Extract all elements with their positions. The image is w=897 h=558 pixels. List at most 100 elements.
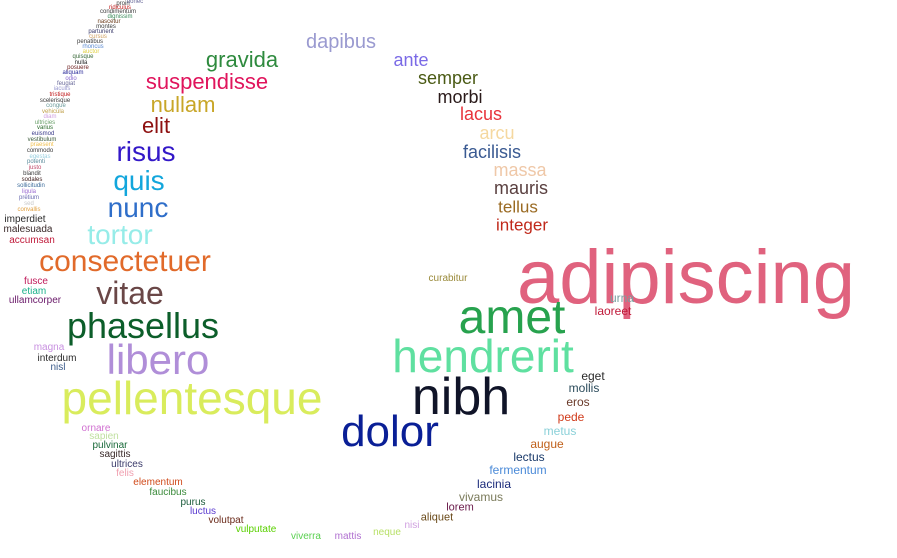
word-auctor: auctor — [82, 49, 100, 55]
word-tortor: tortor — [87, 219, 153, 250]
word-dignissim: dignissim — [107, 14, 133, 20]
word-consectetuer: consectetuer — [39, 245, 211, 278]
word-semper: semper — [417, 68, 479, 88]
word-faucibus: faucibus — [149, 487, 187, 498]
word-sagittis: sagittis — [99, 449, 131, 460]
word-suspendisse: suspendisse — [145, 69, 269, 94]
word-eget: eget — [581, 369, 605, 383]
word-iaculis: iaculis — [53, 86, 71, 92]
word-magna: magna — [33, 342, 65, 353]
word-felis: felis — [116, 468, 134, 479]
word-aliquet: aliquet — [420, 511, 454, 524]
word-nulla: nulla — [74, 60, 88, 66]
word-montes: montes — [96, 24, 116, 30]
word-eros: eros — [566, 395, 590, 409]
word-integer: integer — [496, 215, 548, 235]
word-feugiat: feugiat — [56, 81, 76, 87]
word-tristique: tristique — [49, 92, 71, 98]
word-libero: libero — [106, 336, 210, 383]
word-amet: amet — [458, 291, 566, 344]
word-parturient: parturient — [88, 29, 114, 35]
word-justo: justo — [28, 165, 42, 171]
word-vivamus: vivamus — [458, 490, 504, 504]
word-quisque: quisque — [72, 54, 94, 60]
word-vehicula: vehicula — [41, 109, 65, 115]
word-potenti: potenti — [26, 159, 46, 165]
word-congue: congue — [46, 103, 66, 109]
word-ultricies: ultricies — [34, 120, 56, 126]
word-purus: purus — [180, 497, 206, 508]
word-lectus: lectus — [513, 450, 545, 464]
word-facilisis: facilisis — [462, 142, 522, 162]
word-adipiscing: adipiscing — [517, 235, 855, 320]
word-pede: pede — [557, 410, 585, 424]
word-imperdiet: imperdiet — [4, 214, 46, 225]
word-egestas: egestas — [29, 154, 51, 160]
word-posuere: posuere — [67, 65, 89, 71]
word-gravida: gravida — [205, 47, 279, 72]
word-dolor: dolor — [341, 407, 439, 456]
word-convallis: convallis — [17, 207, 41, 213]
word-pellentesque: pellentesque — [61, 372, 323, 424]
word-vitae: vitae — [96, 275, 164, 311]
word-donec: donec — [126, 0, 144, 5]
word-curabitur: curabitur — [428, 273, 468, 284]
word-pulvinar: pulvinar — [92, 440, 128, 451]
word-rhoncus: rhoncus — [82, 44, 104, 50]
word-metus: metus — [543, 424, 577, 438]
word-nascetur: nascetur — [97, 19, 121, 25]
word-scelerisque: scelerisque — [39, 98, 71, 104]
word-fusce: fusce — [24, 276, 48, 287]
word-ante: ante — [393, 50, 429, 70]
word-sapien: sapien — [89, 431, 119, 442]
word-nisi: nisi — [404, 520, 420, 531]
word-morbi: morbi — [437, 87, 483, 107]
word-proin: proin — [116, 1, 130, 7]
word-ultrices: ultrices — [111, 459, 143, 470]
word-nullam: nullam — [150, 92, 216, 117]
word-fermentum: fermentum — [489, 463, 547, 477]
word-luctus: luctus — [189, 506, 217, 517]
word-mauris: mauris — [493, 178, 549, 198]
word-lacus: lacus — [459, 104, 503, 124]
word-cursus: cursus — [89, 34, 107, 40]
word-elit: elit — [141, 113, 171, 138]
word-elementum: elementum — [133, 477, 183, 488]
word-condimentum: condimentum — [99, 9, 137, 15]
word-tellus: tellus — [498, 197, 538, 217]
word-nunc: nunc — [107, 192, 169, 223]
word-lacinia: lacinia — [476, 477, 512, 491]
word-penatibus: penatibus — [76, 39, 104, 45]
word-volutpat: volutpat — [208, 515, 244, 526]
word-accumsan: accumsan — [9, 235, 55, 246]
word-pretium: pretium — [18, 195, 40, 201]
word-quis: quis — [113, 165, 165, 196]
word-aliquam: aliquam — [62, 70, 84, 76]
word-ridiculus: ridiculus — [108, 5, 132, 11]
word-mollis: mollis — [568, 381, 600, 395]
word-neque: neque — [373, 527, 401, 538]
word-massa: massa — [493, 160, 547, 180]
word-urna: urna — [609, 291, 635, 305]
word-ligula: ligula — [21, 189, 37, 195]
word-laoreet: laoreet — [594, 304, 632, 318]
word-varius: varius — [36, 125, 54, 131]
word-diam: diam — [43, 114, 57, 120]
word-sodales: sodales — [21, 177, 43, 183]
word-augue: augue — [530, 437, 564, 451]
word-arcu: arcu — [479, 123, 515, 143]
word-ornare: ornare — [81, 423, 111, 434]
word-phasellus: phasellus — [66, 305, 220, 346]
word-ullamcorper: ullamcorper — [8, 295, 62, 306]
word-nisl: nisl — [50, 362, 66, 373]
word-lorem: lorem — [446, 501, 474, 514]
word-dapibus: dapibus — [305, 31, 377, 53]
word-nibh: nibh — [411, 368, 511, 426]
word-euismod: euismod — [31, 131, 55, 137]
word-sollicitudin: sollicitudin — [17, 183, 45, 189]
word-mattis: mattis — [334, 531, 362, 542]
word-etiam: etiam — [21, 286, 47, 297]
word-blandit: blandit — [23, 171, 41, 177]
word-interdum: interdum — [37, 353, 77, 364]
